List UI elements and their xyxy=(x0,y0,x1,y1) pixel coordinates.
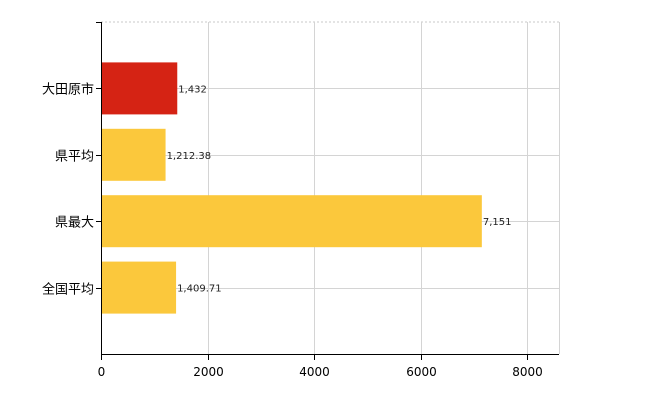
y-tick-label: 大田原市 xyxy=(42,82,94,98)
data-label: 1,409.71 xyxy=(177,284,222,295)
bar xyxy=(102,261,177,314)
y-tick-label: 県最大 xyxy=(55,216,94,231)
x-tick-label: 0 xyxy=(98,365,106,379)
bar xyxy=(102,128,166,181)
data-label: 7,151 xyxy=(483,217,512,228)
data-label: 1,432 xyxy=(178,84,207,95)
labels: 1,432 1,212.38 7,151 1,409.71 大田原市県平均県最大全国平均… xyxy=(42,82,543,380)
x-tick-label: 4000 xyxy=(299,365,330,379)
bar xyxy=(102,195,482,248)
bar xyxy=(102,62,178,115)
x-tick-label: 8000 xyxy=(512,365,543,379)
x-tick-label: 6000 xyxy=(406,365,437,379)
bars xyxy=(102,62,482,314)
axes xyxy=(96,22,559,360)
y-tick-label: 全国平均 xyxy=(42,282,94,298)
data-label: 1,212.38 xyxy=(167,151,212,162)
x-tick-label: 2000 xyxy=(193,365,224,379)
y-tick-label: 県平均 xyxy=(55,150,94,165)
